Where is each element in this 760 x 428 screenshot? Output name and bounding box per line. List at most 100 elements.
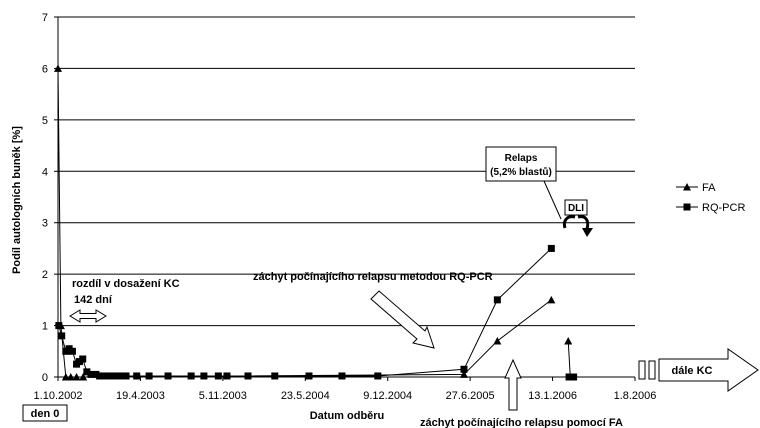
point-rq-pcr-23	[223, 372, 231, 380]
series-rq-pcr	[55, 244, 578, 381]
point-rq-pcr-21	[200, 372, 208, 380]
point-rq-pcr-13	[105, 372, 113, 380]
dni-142-label: 142 dní	[74, 294, 113, 306]
break-marks	[638, 360, 656, 380]
segment-point-rq-pcr-1	[570, 373, 578, 381]
point-rq-pcr-16	[122, 372, 130, 380]
series-line-rq-pcr	[58, 248, 552, 377]
point-rq-pcr-14	[110, 372, 118, 380]
point-fa-8	[547, 295, 556, 304]
relaps-box	[485, 146, 557, 182]
dli-curve-arrow-right	[577, 215, 590, 230]
x-tick-label-4: 9.12.2004	[363, 390, 412, 402]
legend-marker-fa	[683, 183, 691, 191]
point-rq-pcr-28	[374, 372, 382, 380]
x-tick-label-0: 1.10.2002	[34, 390, 83, 402]
segment-point-fa-0	[564, 337, 573, 345]
x-axis-label: Datum odběru	[310, 410, 385, 422]
legend-label-fa: FA	[702, 182, 716, 194]
dli-curve-arrow-left	[562, 215, 576, 229]
arrow-fa-shape	[504, 358, 522, 411]
point-fa-5	[79, 373, 88, 381]
y-tick-labels: 0 1 2 3 4 5 6 7	[42, 12, 48, 384]
x-tick-label-1: 19.4.2003	[116, 390, 165, 402]
annotation-relaps: Relaps (5,2% blastů)	[485, 146, 562, 220]
point-rq-pcr-24	[244, 372, 252, 380]
annotation-dli: DLI	[562, 199, 593, 237]
point-rq-pcr-25	[271, 372, 279, 380]
zachyt-fa-label: záchyt počínajícího relapsu pomocí FA	[420, 417, 623, 428]
dli-label: DLI	[568, 203, 584, 214]
point-rq-pcr-18	[145, 372, 153, 380]
point-rq-pcr-30	[493, 296, 501, 304]
point-rq-pcr-10	[92, 370, 100, 378]
relaps-pointer	[543, 180, 562, 220]
break-mark-2	[648, 360, 656, 380]
dli-box	[564, 199, 588, 216]
rozdil-kc-label: rozdíl v dosažení KC	[72, 278, 180, 290]
x-tick-label-6: 13.1.2006	[528, 390, 577, 402]
x-tick-label-3: 23.5.2004	[281, 390, 330, 402]
x-tick-label-5: 27.6.2005	[446, 390, 495, 402]
dale-kc-label: dále KC	[672, 365, 713, 377]
point-rq-pcr-1	[58, 332, 66, 340]
x-tick-label-7: 1.8.2006	[614, 390, 657, 402]
series-layer	[54, 64, 578, 381]
point-rq-pcr-31	[547, 244, 555, 252]
double-arrow-shape	[69, 309, 107, 323]
annotation-dale-kc: dále KC	[658, 348, 759, 392]
arrow-rq-pcr	[370, 290, 435, 349]
segment-line-fa	[567, 340, 571, 378]
point-rq-pcr-0	[55, 322, 63, 330]
point-fa-6	[459, 370, 468, 378]
point-rq-pcr-19	[164, 372, 172, 380]
zachyt-rq-label: záchyt počínajícího relapsu metodou RQ-P…	[253, 271, 493, 283]
relaps-line2: (5,2% blastů)	[490, 166, 552, 178]
segment-point-rq-pcr-0	[565, 373, 573, 381]
break-mark-1	[638, 360, 646, 380]
point-rq-pcr-20	[187, 372, 195, 380]
point-rq-pcr-4	[68, 347, 76, 355]
den0-label: den 0	[31, 408, 60, 420]
dale-kc-arrow-shape	[658, 348, 759, 392]
axes	[54, 16, 636, 381]
legend: FA RQ-PCR	[676, 182, 745, 214]
arrow-rq-shape	[370, 290, 435, 349]
point-fa-3	[66, 373, 75, 381]
point-rq-pcr-12	[100, 372, 108, 380]
y-tick-label-3: 3	[42, 218, 48, 230]
y-tick-label-1: 1	[42, 321, 48, 333]
legend-label-rq-pcr: RQ-PCR	[702, 202, 745, 214]
point-rq-pcr-8	[83, 368, 91, 376]
point-fa-7	[493, 337, 502, 345]
point-fa-0	[54, 64, 62, 72]
y-tick-label-5: 5	[42, 115, 48, 127]
point-rq-pcr-27	[338, 372, 346, 380]
dli-arrowhead	[582, 228, 593, 237]
y-tick-label-7: 7	[42, 12, 48, 24]
legend-marker-rq-pcr	[683, 203, 691, 211]
y-axis-label: Podíl autologních buněk [%]	[11, 126, 23, 274]
point-rq-pcr-26	[305, 372, 313, 380]
point-rq-pcr-7	[79, 355, 87, 363]
x-tick-labels: 1.10.2002 19.4.2003 5.11.2003 23.5.2004 9.12…	[34, 390, 657, 402]
point-rq-pcr-15	[116, 372, 124, 380]
den0-box	[22, 404, 68, 422]
relaps-line1: Relaps	[505, 153, 538, 164]
point-fa-4	[72, 373, 81, 381]
point-rq-pcr-17	[133, 372, 141, 380]
y-tick-label-6: 6	[42, 63, 48, 75]
y-tick-label-0: 0	[42, 372, 48, 384]
point-rq-pcr-29	[460, 365, 468, 373]
double-arrow-142	[69, 309, 107, 323]
grid-lines	[58, 16, 635, 327]
x-tick-label-2: 5.11.2003	[199, 390, 247, 402]
arrow-fa	[504, 358, 522, 411]
annotation-den0: den 0	[22, 404, 68, 422]
point-rq-pcr-9	[87, 370, 95, 378]
y-tick-label-4: 4	[42, 166, 48, 178]
point-rq-pcr-22	[214, 372, 222, 380]
point-rq-pcr-11	[96, 372, 104, 380]
